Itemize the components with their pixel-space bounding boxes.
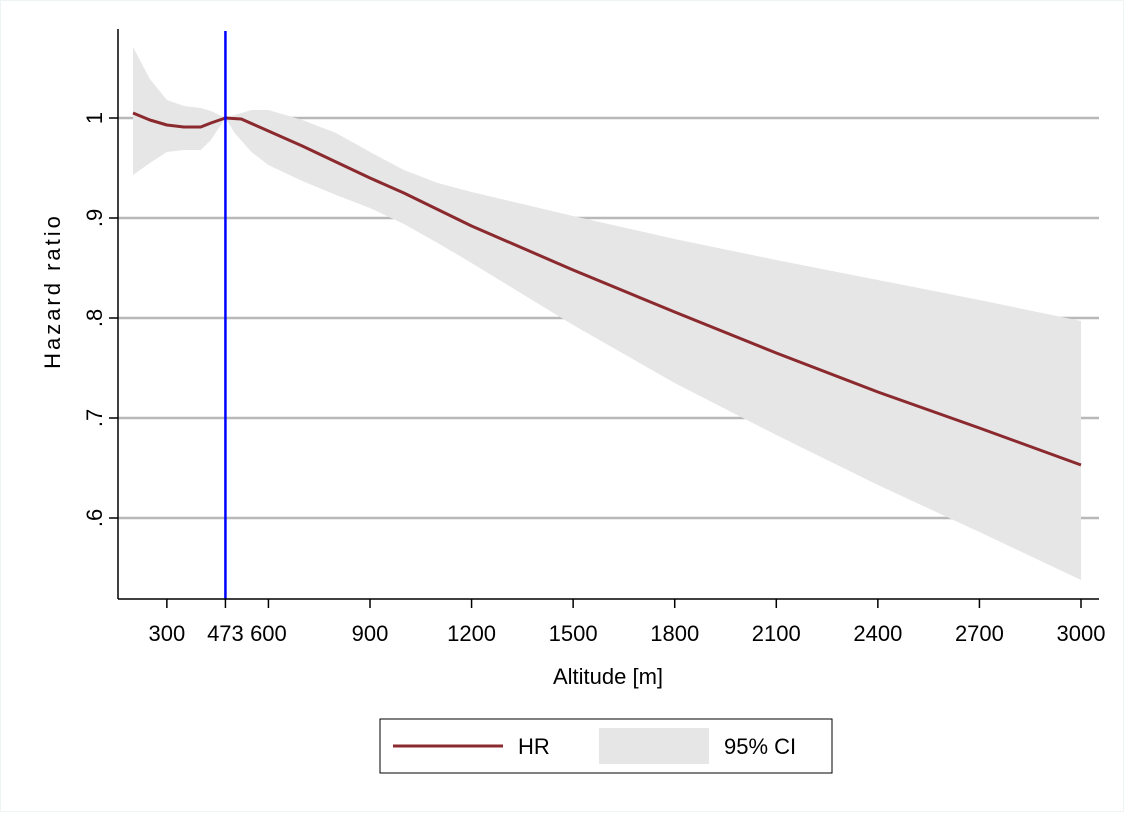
ci-band <box>133 47 1081 580</box>
y-tick-label: .7 <box>82 409 107 427</box>
x-tick-label: 3000 <box>1057 621 1106 646</box>
ci-band-layer <box>133 47 1081 580</box>
axes <box>117 29 1099 600</box>
x-tick-label: 1200 <box>447 621 496 646</box>
x-tick-label: 473 <box>207 621 244 646</box>
y-tick-label: .8 <box>82 309 107 327</box>
hr-line-layer <box>132 111 1082 467</box>
x-tick-label: 900 <box>352 621 389 646</box>
y-ticks: .6 .7 .8 .9 1 <box>82 112 118 527</box>
y-tick-label: 1 <box>82 112 107 124</box>
x-tick-label: 1800 <box>650 621 699 646</box>
x-tick-label: 2400 <box>853 621 902 646</box>
legend-ci-label: 95% CI <box>724 734 796 759</box>
x-tick-label: 1500 <box>549 621 598 646</box>
legend: HR 95% CI <box>379 718 833 774</box>
legend-hr-label: HR <box>518 734 550 759</box>
y-axis-title: Hazard ratio <box>40 213 65 369</box>
x-tick-label: 2100 <box>752 621 801 646</box>
x-tick-label: 2700 <box>955 621 1004 646</box>
legend-ci-swatch <box>599 728 709 764</box>
hr-line <box>132 111 1082 467</box>
x-ticks: 300 473 600 900 1200 1500 1800 2100 2400 2700 3000 <box>148 599 1105 646</box>
y-tick-label: .9 <box>82 209 107 227</box>
y-tick-label: .6 <box>82 509 107 527</box>
x-tick-label: 600 <box>250 621 287 646</box>
x-axis-title: Altitude [m] <box>553 664 663 689</box>
x-tick-label: 300 <box>148 621 185 646</box>
